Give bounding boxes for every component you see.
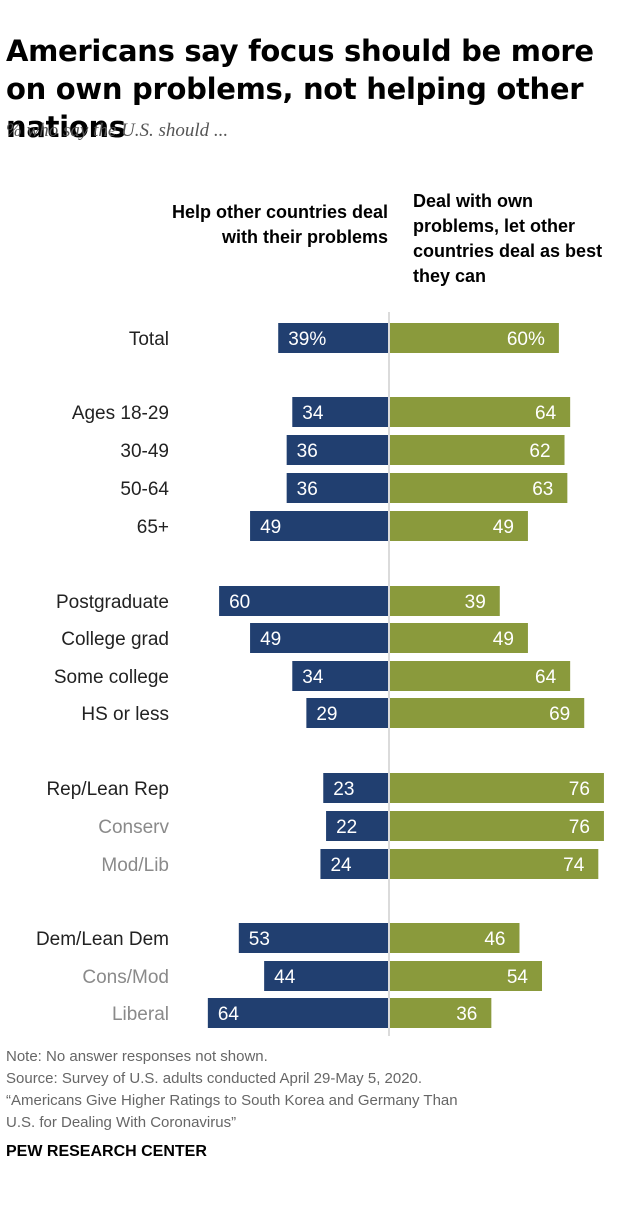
- value-label-help-others: 49: [260, 517, 281, 538]
- bar-own-problems: [390, 923, 520, 953]
- value-label-own-problems: 49: [493, 517, 514, 538]
- bar-help-others: [264, 961, 388, 991]
- value-label-help-others: 22: [336, 817, 357, 838]
- bar-own-problems: [390, 511, 528, 541]
- value-label-help-others: 29: [316, 704, 337, 725]
- report-title-line-1: “Americans Give Higher Ratings to South …: [6, 1092, 458, 1109]
- bar-help-others: [320, 849, 388, 879]
- category-label: Cons/Mod: [82, 967, 169, 988]
- bar-own-problems: [390, 397, 571, 427]
- bar-own-problems: [390, 435, 565, 465]
- bar-own-problems: [390, 811, 604, 841]
- value-label-help-others: 34: [302, 403, 324, 424]
- bar-help-others: [238, 923, 388, 953]
- bar-help-others: [286, 473, 388, 503]
- bar-own-problems: [390, 698, 585, 728]
- category-label: Postgraduate: [56, 592, 169, 613]
- value-label-help-others: 64: [218, 1004, 240, 1025]
- bar-help-others: [326, 811, 388, 841]
- note-text: Note: No answer responses not shown.: [6, 1048, 268, 1065]
- bar-help-others: [286, 435, 388, 465]
- value-label-help-others: 36: [297, 479, 318, 500]
- value-label-own-problems: 76: [569, 817, 590, 838]
- value-label-own-problems: 76: [569, 779, 590, 800]
- bar-own-problems: [390, 473, 568, 503]
- value-label-own-problems: 46: [484, 929, 505, 950]
- value-label-own-problems: 64: [535, 403, 557, 424]
- category-label: Ages 18-29: [72, 403, 169, 424]
- category-label: 65+: [137, 517, 169, 538]
- bar-own-problems: [390, 661, 571, 691]
- value-label-own-problems: 49: [493, 629, 514, 650]
- diverging-bar-chart: Total 39% 60% Ages 18-29 34 64 30-49 36 62 50-64 3…: [36, 312, 604, 1036]
- value-label-help-others: 39%: [288, 329, 326, 350]
- value-label-help-others: 34: [302, 667, 324, 688]
- value-label-help-others: 53: [249, 929, 270, 950]
- column-header-help-others: Help other countries deal with their pro…: [171, 202, 388, 247]
- category-label: Liberal: [112, 1004, 169, 1025]
- value-label-own-problems: 64: [535, 667, 557, 688]
- bar-own-problems: [390, 586, 500, 616]
- column-header-own-problems: Deal with own problems, let other countr…: [413, 191, 603, 286]
- value-label-help-others: 23: [333, 779, 354, 800]
- value-label-own-problems: 60%: [507, 329, 545, 350]
- value-label-own-problems: 39: [465, 592, 486, 613]
- bar-own-problems: [390, 998, 492, 1028]
- bar-own-problems: [390, 961, 543, 991]
- value-label-help-others: 49: [260, 629, 281, 650]
- value-label-own-problems: 54: [507, 967, 529, 988]
- report-title-line-2: U.S. for Dealing With Coronavirus”: [6, 1114, 237, 1131]
- bar-help-others: [278, 323, 388, 353]
- bar-own-problems: [390, 773, 604, 803]
- chart-notes: Note: No answer responses not shown. Sou…: [6, 1046, 616, 1134]
- category-label: Dem/Lean Dem: [36, 929, 169, 950]
- category-label: Mod/Lib: [101, 855, 169, 876]
- category-label: College grad: [61, 629, 169, 650]
- category-label: HS or less: [81, 704, 169, 725]
- value-label-own-problems: 36: [456, 1004, 477, 1025]
- category-label: 30-49: [120, 441, 169, 462]
- bar-help-others: [323, 773, 388, 803]
- bar-own-problems: [390, 323, 559, 353]
- bar-help-others: [292, 397, 388, 427]
- value-label-own-problems: 62: [529, 441, 550, 462]
- bar-help-others: [219, 586, 388, 616]
- pew-research-logo-text: PEW RESEARCH CENTER: [6, 1143, 207, 1160]
- category-label: Some college: [54, 667, 169, 688]
- category-label: 50-64: [120, 479, 169, 500]
- bar-help-others: [292, 661, 388, 691]
- source-text: Source: Survey of U.S. adults conducted …: [6, 1070, 423, 1087]
- chart-title: Americans say focus should be more on ow…: [6, 34, 594, 144]
- value-label-help-others: 44: [274, 967, 296, 988]
- chart-subtitle: % who say the U.S. should ...: [6, 120, 229, 141]
- value-label-help-others: 36: [297, 441, 318, 462]
- bar-help-others: [207, 998, 388, 1028]
- value-label-help-others: 24: [330, 855, 352, 876]
- bar-help-others: [250, 511, 388, 541]
- category-label: Rep/Lean Rep: [46, 779, 169, 800]
- bar-own-problems: [390, 849, 599, 879]
- bar-help-others: [306, 698, 388, 728]
- value-label-own-problems: 63: [532, 479, 553, 500]
- bar-own-problems: [390, 623, 528, 653]
- bar-help-others: [250, 623, 388, 653]
- value-label-help-others: 60: [229, 592, 250, 613]
- value-label-own-problems: 69: [549, 704, 570, 725]
- category-label: Conserv: [98, 817, 169, 838]
- value-label-own-problems: 74: [563, 855, 585, 876]
- category-label: Total: [129, 329, 169, 350]
